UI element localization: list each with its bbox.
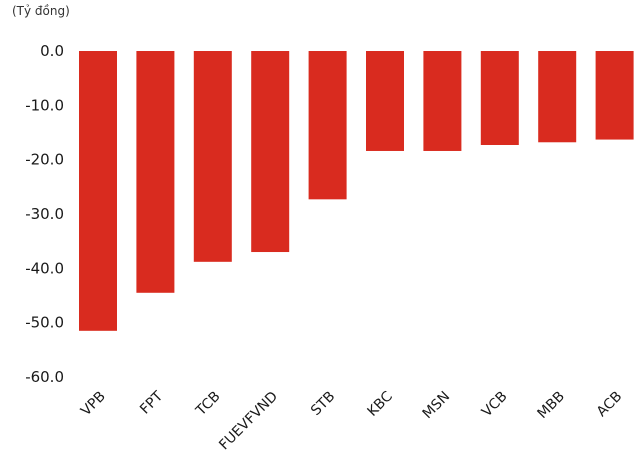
bar-acb — [595, 51, 634, 140]
bar-fpt — [136, 51, 175, 293]
bar-fuevfvnd — [251, 51, 290, 253]
x-tick-label-fpt: FPT — [137, 388, 166, 417]
x-tick-label-fuevfvnd: FUEVFVND — [216, 389, 281, 454]
bar-mbb — [538, 51, 577, 143]
x-tick-label-kbc: KBC — [364, 388, 395, 419]
x-tick-label-msn: MSN — [420, 389, 454, 423]
bar-vcb — [480, 51, 519, 145]
y-axis-unit-label: (Tỷ đồng) — [12, 4, 70, 18]
y-tick-label: -40.0 — [25, 259, 64, 277]
bar-vpb — [79, 51, 117, 331]
x-tick-label-stb: STB — [308, 389, 338, 419]
y-tick-label: -50.0 — [25, 314, 64, 332]
x-tick-label-acb: ACB — [594, 389, 626, 421]
y-tick-label: -10.0 — [25, 96, 64, 114]
bar-msn — [423, 51, 462, 151]
bar-stb — [308, 51, 347, 200]
x-tick-label-vpb: VPB — [78, 389, 109, 420]
y-tick-label: 0.0 — [40, 42, 64, 60]
y-tick-label: -60.0 — [25, 368, 64, 386]
x-tick-label-tcb: TCB — [192, 389, 223, 420]
bar-kbc — [366, 51, 404, 151]
y-tick-label: -20.0 — [25, 151, 64, 169]
x-tick-label-vcb: VCB — [479, 389, 511, 421]
x-tick-label-mbb: MBB — [535, 389, 568, 422]
y-tick-label: -30.0 — [25, 205, 64, 223]
bar-tcb — [193, 51, 232, 262]
